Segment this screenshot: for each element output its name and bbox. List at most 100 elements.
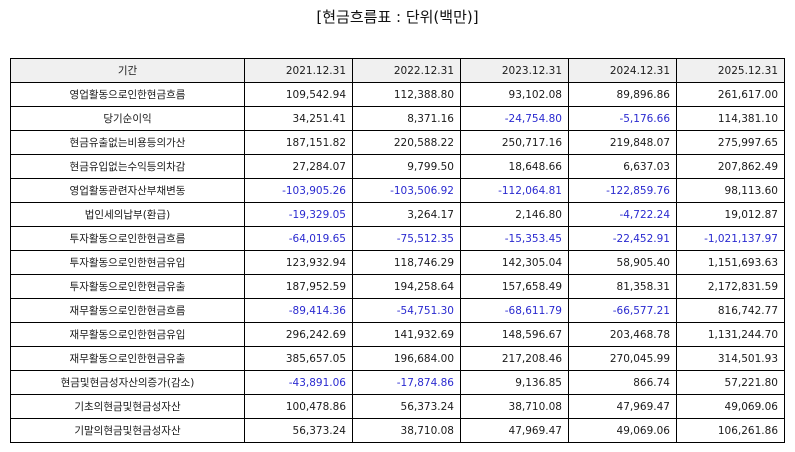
- value-cell: -103,905.26: [244, 178, 353, 203]
- row-label: 현금유출없는비용등의가산: [10, 130, 245, 155]
- value-cell: -4,722.24: [568, 202, 677, 227]
- value-cell: 98,113.60: [676, 178, 785, 203]
- row-label: 현금및현금성자산의증가(감소): [10, 370, 245, 395]
- table-row: 영업활동관련자산부채변동 -103,905.26 -103,506.92 -112,0…: [10, 178, 785, 203]
- value-cell: 114,381.10: [676, 106, 785, 131]
- value-cell: 56,373.24: [244, 418, 353, 443]
- value-cell: 8,371.16: [352, 106, 461, 131]
- value-cell: 9,136.85: [460, 370, 569, 395]
- header-cell-year: 2021.12.31: [244, 58, 353, 83]
- value-cell: 58,905.40: [568, 250, 677, 275]
- row-label: 재무활동으로인한현금유출: [10, 346, 245, 371]
- row-label: 당기순이익: [10, 106, 245, 131]
- value-cell: -17,874.86: [352, 370, 461, 395]
- value-cell: -122,859.76: [568, 178, 677, 203]
- table-row: 투자활동으로인한현금흐름 -64,019.65 -75,512.35 -15,353.…: [10, 226, 785, 251]
- value-cell: 1,131,244.70: [676, 322, 785, 347]
- value-cell: 157,658.49: [460, 274, 569, 299]
- table-row: 당기순이익 34,251.41 8,371.16 -24,754.80 -5,176.6…: [10, 106, 785, 131]
- page-title: [현금흐름표 : 단위(백만)]: [316, 8, 479, 26]
- header-cell-year: 2022.12.31: [352, 58, 461, 83]
- value-cell: 89,896.86: [568, 82, 677, 107]
- table-row: 영업활동으로인한현금흐름 109,542.94 112,388.80 93,102.0…: [10, 82, 785, 107]
- value-cell: 57,221.80: [676, 370, 785, 395]
- row-label: 재무활동으로인한현금유입: [10, 322, 245, 347]
- value-cell: -54,751.30: [352, 298, 461, 323]
- value-cell: 314,501.93: [676, 346, 785, 371]
- value-cell: 1,151,693.63: [676, 250, 785, 275]
- header-cell-year: 2023.12.31: [460, 58, 569, 83]
- header-cell-year: 2025.12.31: [676, 58, 785, 83]
- value-cell: 47,969.47: [460, 418, 569, 443]
- table-row: 현금유입없는수익등의차감 27,284.07 9,799.50 18,648.66 6,…: [10, 154, 785, 179]
- value-cell: 112,388.80: [352, 82, 461, 107]
- value-cell: 2,172,831.59: [676, 274, 785, 299]
- value-cell: -22,452.91: [568, 226, 677, 251]
- value-cell: 250,717.16: [460, 130, 569, 155]
- row-label: 현금유입없는수익등의차감: [10, 154, 245, 179]
- value-cell: 217,208.46: [460, 346, 569, 371]
- value-cell: 49,069.06: [676, 394, 785, 419]
- value-cell: 270,045.99: [568, 346, 677, 371]
- value-cell: 141,932.69: [352, 322, 461, 347]
- row-label: 법인세의납부(환급): [10, 202, 245, 227]
- value-cell: -15,353.45: [460, 226, 569, 251]
- header-cell-year: 2024.12.31: [568, 58, 677, 83]
- value-cell: 6,637.03: [568, 154, 677, 179]
- value-cell: 3,264.17: [352, 202, 461, 227]
- row-label: 투자활동으로인한현금유입: [10, 250, 245, 275]
- value-cell: 38,710.08: [460, 394, 569, 419]
- value-cell: 56,373.24: [352, 394, 461, 419]
- header-row: 기간 2021.12.31 2022.12.31 2023.12.31 2024…: [10, 58, 785, 83]
- value-cell: 109,542.94: [244, 82, 353, 107]
- value-cell: 296,242.69: [244, 322, 353, 347]
- value-cell: 27,284.07: [244, 154, 353, 179]
- value-cell: 203,468.78: [568, 322, 677, 347]
- value-cell: 816,742.77: [676, 298, 785, 323]
- cash-flow-table: 기간 2021.12.31 2022.12.31 2023.12.31 2024…: [10, 58, 785, 443]
- value-cell: 207,862.49: [676, 154, 785, 179]
- value-cell: 34,251.41: [244, 106, 353, 131]
- table-row: 재무활동으로인한현금유입 296,242.69 141,932.69 148,596.…: [10, 322, 785, 347]
- row-label: 영업활동관련자산부채변동: [10, 178, 245, 203]
- table-row: 기초의현금및현금성자산 100,478.86 56,373.24 38,710.08 4…: [10, 394, 785, 419]
- row-label: 기말의현금및현금성자산: [10, 418, 245, 443]
- value-cell: 2,146.80: [460, 202, 569, 227]
- table-row: 재무활동으로인한현금흐름 -89,414.36 -54,751.30 -68,611.…: [10, 298, 785, 323]
- table-row: 투자활동으로인한현금유입 123,932.94 118,746.29 142,305.…: [10, 250, 785, 275]
- table-row: 현금및현금성자산의증가(감소) -43,891.06 -17,874.86 9,136…: [10, 370, 785, 395]
- table-row: 현금유출없는비용등의가산 187,151.82 220,588.22 250,717.…: [10, 130, 785, 155]
- value-cell: 38,710.08: [352, 418, 461, 443]
- row-label: 투자활동으로인한현금흐름: [10, 226, 245, 251]
- value-cell: 187,151.82: [244, 130, 353, 155]
- value-cell: -68,611.79: [460, 298, 569, 323]
- value-cell: 118,746.29: [352, 250, 461, 275]
- value-cell: 148,596.67: [460, 322, 569, 347]
- value-cell: 220,588.22: [352, 130, 461, 155]
- value-cell: 142,305.04: [460, 250, 569, 275]
- value-cell: -112,064.81: [460, 178, 569, 203]
- value-cell: 19,012.87: [676, 202, 785, 227]
- value-cell: 18,648.66: [460, 154, 569, 179]
- value-cell: -1,021,137.97: [676, 226, 785, 251]
- value-cell: 194,258.64: [352, 274, 461, 299]
- value-cell: 49,069.06: [568, 418, 677, 443]
- value-cell: 47,969.47: [568, 394, 677, 419]
- value-cell: -89,414.36: [244, 298, 353, 323]
- value-cell: -64,019.65: [244, 226, 353, 251]
- value-cell: -75,512.35: [352, 226, 461, 251]
- value-cell: 100,478.86: [244, 394, 353, 419]
- value-cell: -24,754.80: [460, 106, 569, 131]
- value-cell: 106,261.86: [676, 418, 785, 443]
- row-label: 영업활동으로인한현금흐름: [10, 82, 245, 107]
- header-cell-period: 기간: [10, 58, 245, 83]
- value-cell: -43,891.06: [244, 370, 353, 395]
- value-cell: 187,952.59: [244, 274, 353, 299]
- table-row: 법인세의납부(환급) -19,329.05 3,264.17 2,146.80 -4,7…: [10, 202, 785, 227]
- value-cell: 9,799.50: [352, 154, 461, 179]
- table-row: 재무활동으로인한현금유출 385,657.05 196,684.00 217,208.…: [10, 346, 785, 371]
- value-cell: -19,329.05: [244, 202, 353, 227]
- value-cell: 196,684.00: [352, 346, 461, 371]
- row-label: 재무활동으로인한현금흐름: [10, 298, 245, 323]
- table-body: 영업활동으로인한현금흐름 109,542.94 112,388.80 93,102.0…: [10, 82, 785, 443]
